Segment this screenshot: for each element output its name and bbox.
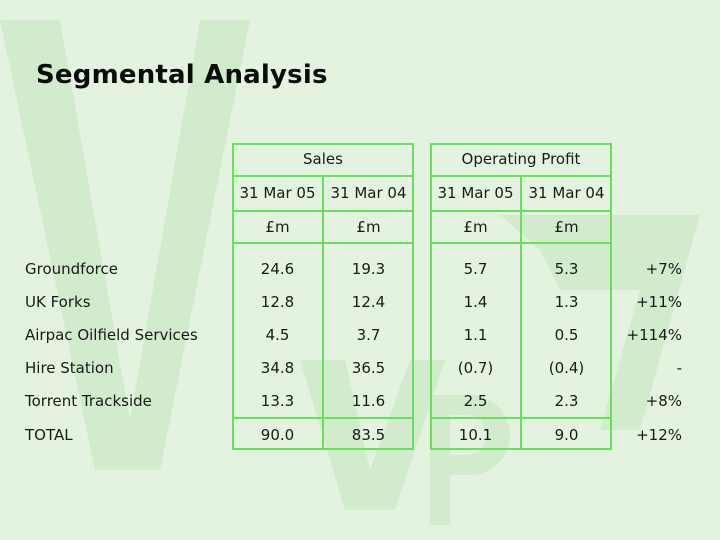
change-value: - [676, 359, 682, 377]
row-label: UK Forks [25, 293, 91, 311]
total-change: +12% [636, 426, 682, 444]
profit-05-value: (0.7) [457, 359, 494, 377]
change-value: +8% [645, 392, 682, 410]
profit-04-value: 1.3 [554, 293, 579, 311]
sales-04-value: 19.3 [351, 260, 386, 278]
sales-05-value: 12.8 [260, 293, 295, 311]
change-value: +7% [645, 260, 682, 278]
sales-column-divider [322, 175, 324, 450]
change-value: +11% [636, 293, 682, 311]
profit-unit-04: £m [554, 218, 579, 236]
profit-05-value: 2.5 [463, 392, 488, 410]
profit-05-value: 1.4 [463, 293, 488, 311]
sales-04-value: 36.5 [351, 359, 386, 377]
profit-header: Operating Profit [461, 150, 581, 168]
page-title: Segmental Analysis [36, 60, 328, 90]
sales-05-value: 24.6 [260, 260, 295, 278]
profit-unit-05: £m [463, 218, 488, 236]
total-sales-05: 90.0 [260, 426, 295, 444]
change-value: +114% [626, 326, 682, 344]
profit-04-value: 0.5 [554, 326, 579, 344]
sales-header: Sales [303, 150, 343, 168]
total-profit-05: 10.1 [458, 426, 493, 444]
row-label: Groundforce [25, 260, 118, 278]
profit-04-value: 2.3 [554, 392, 579, 410]
row-label: Hire Station [25, 359, 114, 377]
total-sales-04: 83.5 [351, 426, 386, 444]
sales-05-value: 34.8 [260, 359, 295, 377]
profit-05-value: 1.1 [463, 326, 488, 344]
sales-05-value: 13.3 [260, 392, 295, 410]
profit-date-05: 31 Mar 05 [437, 184, 514, 202]
sales-date-04: 31 Mar 04 [330, 184, 407, 202]
sales-05-value: 4.5 [265, 326, 290, 344]
sales-unit-05: £m [265, 218, 290, 236]
sales-date-05: 31 Mar 05 [239, 184, 316, 202]
profit-column-divider [520, 175, 522, 450]
sales-04-value: 11.6 [351, 392, 386, 410]
row-label: Airpac Oilfield Services [25, 326, 198, 344]
sales-unit-04: £m [356, 218, 381, 236]
row-label: Torrent Trackside [25, 392, 152, 410]
total-label: TOTAL [25, 426, 73, 444]
sales-04-value: 12.4 [351, 293, 386, 311]
profit-04-value: 5.3 [554, 260, 579, 278]
sales-04-value: 3.7 [356, 326, 381, 344]
profit-date-04: 31 Mar 04 [528, 184, 605, 202]
profit-04-value: (0.4) [548, 359, 585, 377]
total-profit-04: 9.0 [554, 426, 579, 444]
profit-05-value: 5.7 [463, 260, 488, 278]
